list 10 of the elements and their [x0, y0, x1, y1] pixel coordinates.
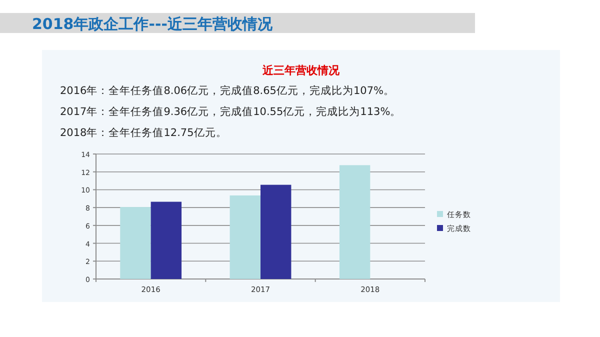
chart-title: 2018年政企工作---近三年营收情况 — [32, 15, 274, 33]
text: 2017年：全年任务值9.36亿元，完成值10.55亿元，完成比为113%。 — [60, 105, 402, 118]
bar — [230, 195, 260, 279]
chart-subtitle: 近三年营收情况 — [262, 64, 340, 77]
bar — [120, 207, 151, 279]
text: 2018年：全年任务值12.75亿元。 — [60, 127, 227, 139]
text: 2016年：全年任务值8.06亿元，完成值8.65亿元，完成比为107%。 — [60, 84, 394, 97]
bar — [339, 165, 370, 279]
bar — [260, 184, 292, 279]
bar — [150, 202, 182, 279]
